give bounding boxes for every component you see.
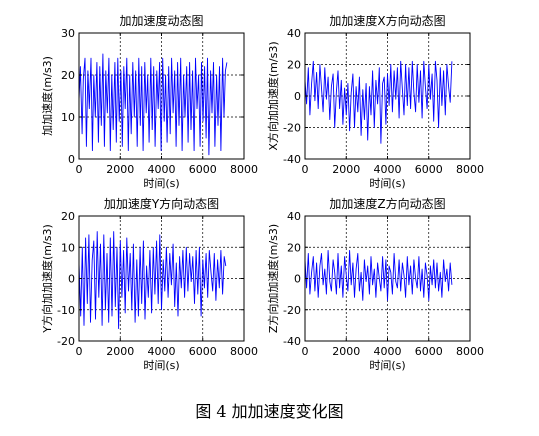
x-tick-label: 8000 [456, 345, 484, 358]
y-tick-label: -40 [283, 153, 301, 166]
x-tick-label: 4000 [374, 163, 402, 176]
y-tick-label: 20 [287, 59, 301, 72]
x-tick-label: 8000 [230, 163, 258, 176]
y-axis-label: Z方向加加速度(m/s3) [266, 224, 280, 333]
x-tick-label: 6000 [189, 345, 217, 358]
y-tick-label: 30 [61, 27, 75, 40]
chart-title: 加加速度Z方向动态图 [329, 196, 445, 211]
y-tick-label: 20 [287, 241, 301, 254]
chart-4: 0 2000 4000 6000 8000 -40 -20 0 20 40 加加速度Z方向动态图时间… [266, 196, 484, 372]
x-tick-label: 0 [302, 163, 309, 176]
y-tick-label: 0 [294, 90, 301, 103]
x-axis-label: 时间(s) [143, 359, 179, 372]
y-tick-label: 0 [68, 153, 75, 166]
figure-caption: 图 4 加加速度变化图 [195, 402, 344, 421]
y-tick-label: 40 [287, 210, 301, 223]
y-tick-label: 0 [68, 273, 75, 286]
x-axis-label: 时间(s) [369, 177, 405, 190]
chart-title: 加加速度动态图 [119, 13, 203, 28]
y-tick-label: 10 [61, 241, 75, 254]
y-tick-label: -20 [57, 335, 75, 348]
x-axis-label: 时间(s) [369, 359, 405, 372]
x-tick-label: 0 [76, 163, 83, 176]
x-tick-label: 8000 [456, 163, 484, 176]
x-tick-label: 2000 [106, 163, 134, 176]
series-line [78, 53, 228, 156]
x-tick-label: 0 [302, 345, 309, 358]
x-tick-label: 2000 [332, 345, 360, 358]
x-tick-label: 4000 [374, 345, 402, 358]
y-tick-label: 20 [61, 210, 75, 223]
x-tick-label: 8000 [230, 345, 258, 358]
series-line [304, 60, 453, 144]
y-tick-label: 0 [294, 273, 301, 286]
y-axis-label: Y方向加加速度(m/s3) [40, 224, 54, 333]
series-line [304, 249, 453, 301]
chart-title: 加加速度Y方向动态图 [104, 196, 219, 211]
x-axis-label: 时间(s) [143, 177, 179, 190]
y-tick-label: 20 [61, 69, 75, 82]
y-tick-label: -20 [283, 122, 301, 135]
x-tick-label: 4000 [148, 345, 176, 358]
y-axis-label: 加加速度(m/s3) [40, 56, 54, 136]
y-tick-label: -20 [283, 304, 301, 317]
chart-2: 0 2000 4000 6000 8000 -40 -20 0 20 40 加加速度X方向动态图时间… [266, 13, 484, 190]
x-tick-label: 6000 [415, 345, 443, 358]
x-tick-label: 6000 [415, 163, 443, 176]
x-tick-label: 2000 [106, 345, 134, 358]
y-tick-label: 40 [287, 27, 301, 40]
x-tick-label: 6000 [189, 163, 217, 176]
chart-3: 0 2000 4000 6000 8000 -20 -10 0 10 20 加加速度Y方向动态图时间… [40, 196, 258, 372]
x-tick-label: 2000 [332, 163, 360, 176]
series-line [78, 231, 227, 329]
x-tick-label: 4000 [148, 163, 176, 176]
y-tick-label: -10 [57, 304, 75, 317]
y-axis-label: X方向加加速度(m/s3) [266, 41, 280, 150]
chart-title: 加加速度X方向动态图 [329, 13, 445, 28]
y-tick-label: 10 [61, 111, 75, 124]
y-tick-label: -40 [283, 335, 301, 348]
x-tick-label: 0 [76, 345, 83, 358]
